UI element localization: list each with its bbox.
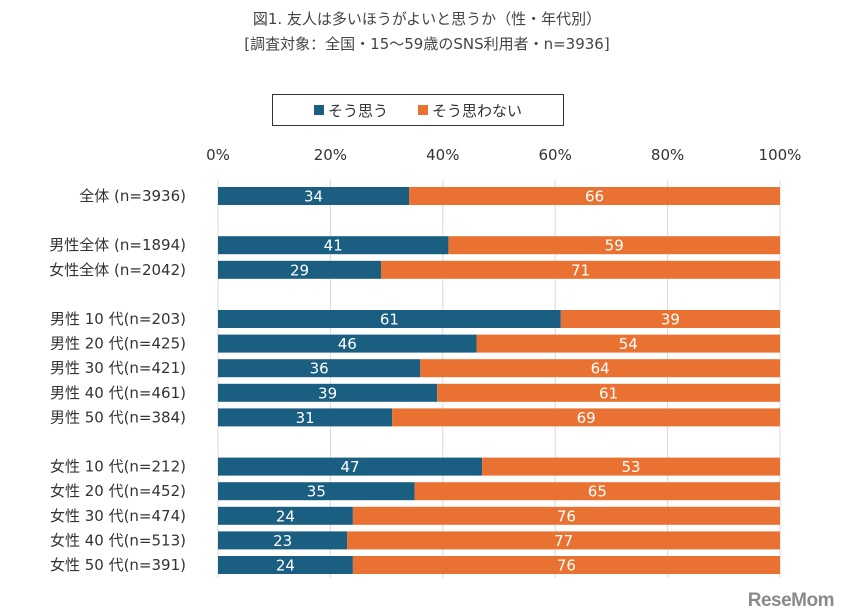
category-label: 男性 50 代(n=384)	[50, 408, 186, 426]
bar-disagree	[352, 506, 780, 525]
bar-agree	[218, 506, 353, 525]
data-label-agree: 39	[318, 384, 337, 402]
data-label-agree: 61	[380, 311, 399, 329]
data-label-agree: 34	[304, 188, 323, 206]
category-label: 男性 10 代(n=203)	[50, 310, 186, 328]
x-tick-label: 80%	[651, 146, 684, 164]
data-label-agree: 47	[341, 458, 360, 476]
bar-disagree	[448, 236, 780, 255]
bar-disagree	[437, 383, 780, 402]
category-label: 女性 20 代(n=452)	[50, 482, 186, 500]
x-tick-label: 0%	[206, 146, 230, 164]
bar-disagree	[482, 457, 780, 476]
data-label-disagree: 76	[557, 507, 576, 525]
data-label-agree: 41	[324, 237, 343, 255]
bar-disagree	[380, 260, 780, 279]
category-label: 男性 40 代(n=461)	[50, 384, 186, 402]
bar-disagree	[392, 408, 780, 427]
data-label-disagree: 69	[577, 409, 596, 427]
x-tick-label: 40%	[426, 146, 459, 164]
data-label-agree: 35	[307, 483, 326, 501]
legend: そう思う そう思わない	[272, 94, 564, 126]
data-label-disagree: 77	[554, 532, 573, 550]
bar-disagree	[414, 482, 780, 501]
bar-agree	[218, 334, 477, 353]
legend-label-agree: そう思う	[327, 101, 388, 120]
data-label-agree: 29	[290, 261, 309, 279]
bar-agree	[218, 359, 421, 378]
data-label-disagree: 65	[588, 483, 607, 501]
bar-disagree	[409, 187, 780, 205]
resemom-logo: ReseMom	[747, 590, 835, 611]
category-label: 女性 30 代(n=474)	[50, 507, 186, 525]
bar-agree	[218, 457, 483, 476]
category-label: 女性 40 代(n=513)	[50, 531, 186, 549]
bar-agree	[218, 383, 438, 402]
category-label: 全体 (n=3936)	[79, 187, 186, 205]
legend-item-disagree: そう思わない	[418, 100, 522, 121]
category-label: 男性 30 代(n=421)	[50, 359, 186, 377]
category-label: 女性全体 (n=2042)	[49, 261, 186, 279]
category-label: 男性全体 (n=1894)	[49, 236, 186, 254]
bar-agree	[218, 310, 561, 328]
bar-agree	[218, 531, 348, 550]
data-label-agree: 46	[338, 335, 357, 353]
data-label-disagree: 54	[619, 335, 638, 353]
bar-agree	[218, 236, 449, 255]
legend-swatch-agree	[313, 105, 324, 115]
data-label-disagree: 53	[622, 458, 641, 476]
legend-label-disagree: そう思わない	[432, 101, 523, 120]
data-label-agree: 31	[296, 409, 315, 427]
bar-disagree	[420, 359, 780, 378]
bar-disagree	[347, 531, 780, 550]
bar-agree	[218, 408, 393, 427]
category-label: 女性 50 代(n=391)	[50, 556, 186, 574]
chart-subtitle: [調査対象：全国・15～59歳のSNS利用者・n=3936]	[244, 35, 610, 53]
data-label-disagree: 64	[591, 360, 610, 378]
bar-disagree	[560, 310, 780, 328]
data-label-disagree: 39	[661, 311, 680, 329]
x-tick-label: 100%	[759, 146, 802, 164]
bar-agree	[218, 187, 410, 205]
data-label-disagree: 66	[585, 188, 604, 206]
bar-agree	[218, 556, 353, 574]
legend-item-agree: そう思う	[313, 100, 388, 121]
category-label: 男性 20 代(n=425)	[50, 335, 186, 353]
bar-disagree	[476, 334, 780, 353]
chart-title: 図1. 友人は多いほうがよいと思うか（性・年代別）	[252, 10, 602, 28]
category-label: 女性 10 代(n=212)	[50, 458, 186, 476]
legend-swatch-disagree	[418, 105, 428, 115]
data-label-agree: 23	[273, 532, 292, 550]
bar-agree	[218, 482, 415, 501]
data-label-agree: 24	[276, 507, 295, 525]
x-tick-label: 60%	[539, 146, 572, 164]
bar-agree	[218, 260, 381, 279]
data-label-disagree: 71	[571, 261, 590, 279]
bar-disagree	[352, 556, 780, 574]
data-label-disagree: 59	[605, 237, 624, 255]
data-label-agree: 24	[276, 557, 295, 575]
data-label-agree: 36	[310, 360, 329, 378]
data-label-disagree: 76	[557, 557, 576, 575]
x-tick-label: 20%	[314, 146, 347, 164]
data-label-disagree: 61	[599, 384, 618, 402]
